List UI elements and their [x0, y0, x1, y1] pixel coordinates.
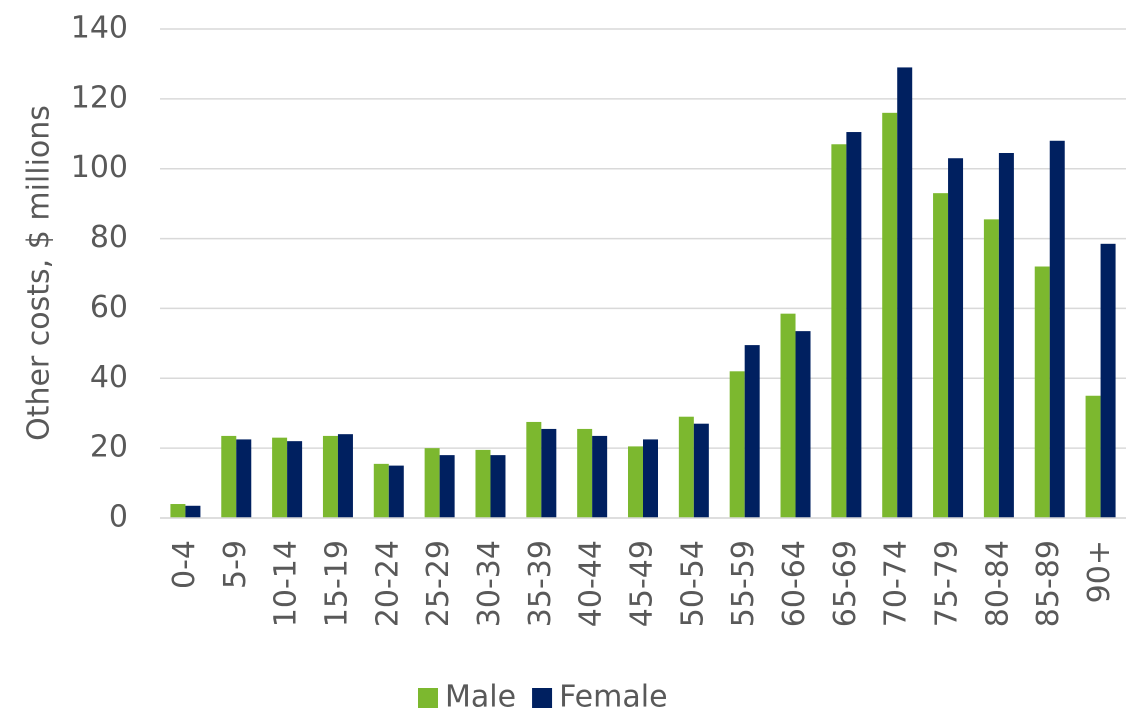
x-tick-label: 70-74 — [879, 540, 914, 627]
bar — [221, 435, 237, 518]
legend-swatch — [532, 688, 553, 708]
y-tick-label: 80 — [90, 220, 128, 255]
x-tick-label: 5-9 — [218, 540, 253, 589]
x-tick-label: 15-19 — [319, 540, 354, 627]
bar — [490, 455, 506, 518]
legend-swatch — [418, 688, 438, 708]
bar — [475, 449, 491, 518]
bar — [846, 132, 862, 518]
x-tick-label: 65-69 — [828, 540, 863, 627]
bar — [744, 345, 760, 518]
y-tick-label: 140 — [71, 11, 128, 46]
bar — [933, 193, 949, 518]
bar — [628, 446, 643, 518]
x-tick-label: 55-59 — [726, 540, 761, 627]
y-tick-label: 0 — [109, 500, 128, 535]
bar — [643, 439, 658, 518]
x-tick-label: 90+ — [1082, 540, 1117, 603]
legend-label: Female — [559, 680, 667, 715]
bar — [373, 463, 389, 518]
y-axis-label: Other costs, $ millions — [22, 105, 57, 441]
bar — [882, 112, 898, 518]
x-tick-label: 35-39 — [523, 540, 558, 627]
bar — [948, 158, 964, 518]
bar — [170, 504, 186, 518]
bar — [897, 67, 913, 519]
bar — [678, 416, 694, 518]
bar — [541, 428, 557, 518]
x-tick-label: 25-29 — [421, 540, 456, 627]
x-tick-label: 10-14 — [269, 540, 304, 627]
y-tick-label: 40 — [90, 360, 128, 395]
y-tick-label: 120 — [71, 80, 128, 115]
x-tick-label: 60-64 — [777, 540, 812, 627]
bar — [185, 505, 201, 518]
bar — [424, 448, 440, 518]
bar — [526, 421, 542, 518]
bar — [983, 219, 999, 518]
bar — [998, 152, 1014, 518]
bar — [439, 455, 455, 518]
bar — [795, 331, 811, 518]
x-tick-label: 0-4 — [167, 540, 202, 589]
bar — [729, 371, 745, 518]
bar — [1085, 395, 1101, 518]
x-tick-label: 30-34 — [472, 540, 507, 627]
x-tick-label: 40-44 — [574, 540, 609, 627]
bar — [780, 313, 796, 518]
bar — [322, 435, 338, 518]
bar — [236, 439, 252, 518]
bar — [287, 441, 303, 518]
x-tick-label: 80-84 — [980, 540, 1015, 627]
x-tick-label: 45-49 — [625, 540, 660, 627]
y-tick-label: 20 — [90, 430, 128, 465]
x-tick-label: 50-54 — [675, 540, 710, 627]
bar — [1049, 140, 1065, 518]
y-tick-label: 100 — [71, 150, 128, 185]
bar — [693, 423, 709, 518]
bar — [272, 437, 288, 518]
legend-label: Male — [445, 680, 516, 715]
bar — [1100, 243, 1116, 518]
x-tick-label: 85-89 — [1031, 540, 1066, 627]
bar — [592, 435, 608, 518]
bar — [831, 144, 847, 518]
x-tick-label: 20-24 — [370, 540, 405, 627]
x-tick-label: 75-79 — [930, 540, 965, 627]
bar — [388, 465, 404, 518]
bar — [1034, 266, 1050, 518]
bar — [337, 434, 353, 518]
bar — [577, 428, 593, 518]
y-tick-label: 60 — [90, 290, 128, 325]
